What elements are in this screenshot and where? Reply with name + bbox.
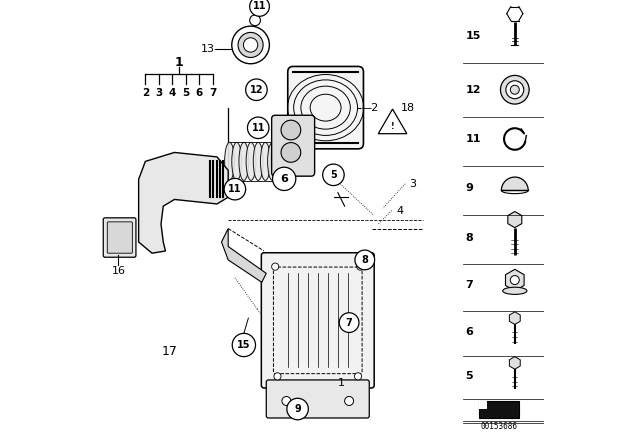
Ellipse shape [225, 142, 234, 181]
Text: 4: 4 [396, 206, 403, 215]
Text: 7: 7 [465, 280, 474, 289]
Text: —2: —2 [360, 103, 378, 112]
Text: 8: 8 [465, 233, 474, 242]
Circle shape [510, 276, 519, 284]
Circle shape [274, 373, 281, 380]
Circle shape [344, 396, 353, 405]
Text: 18: 18 [401, 103, 415, 112]
Text: !: ! [391, 122, 394, 131]
Text: 1: 1 [338, 378, 345, 388]
FancyBboxPatch shape [266, 380, 369, 418]
Circle shape [243, 38, 258, 52]
FancyBboxPatch shape [479, 401, 486, 409]
Polygon shape [221, 228, 266, 282]
FancyBboxPatch shape [261, 253, 374, 388]
FancyBboxPatch shape [108, 222, 132, 253]
Circle shape [232, 26, 269, 64]
Text: 14: 14 [147, 159, 162, 172]
Circle shape [224, 178, 246, 200]
Text: 8: 8 [362, 255, 368, 265]
Text: 2: 2 [141, 88, 149, 98]
Text: 4: 4 [168, 88, 176, 98]
Text: 12: 12 [465, 85, 481, 95]
Ellipse shape [268, 142, 278, 181]
Circle shape [273, 167, 296, 190]
Circle shape [246, 79, 267, 100]
Text: 5: 5 [465, 371, 473, 381]
Text: 11: 11 [252, 123, 265, 133]
Ellipse shape [502, 287, 527, 294]
FancyBboxPatch shape [103, 218, 136, 257]
Text: 11: 11 [465, 134, 481, 144]
Text: 5: 5 [182, 88, 189, 98]
Text: 16: 16 [111, 266, 125, 276]
Text: 6: 6 [465, 327, 474, 336]
Ellipse shape [232, 142, 242, 181]
Text: 15: 15 [237, 340, 251, 350]
Circle shape [323, 164, 344, 185]
Text: 7: 7 [209, 88, 216, 98]
Ellipse shape [246, 142, 256, 181]
Circle shape [355, 250, 374, 270]
Text: 6: 6 [195, 88, 203, 98]
Circle shape [238, 32, 263, 57]
Text: 3: 3 [410, 179, 417, 189]
Text: 12: 12 [250, 85, 263, 95]
Circle shape [281, 120, 301, 140]
Text: 9: 9 [465, 183, 474, 193]
FancyBboxPatch shape [479, 401, 519, 418]
Text: 10: 10 [217, 179, 231, 189]
Circle shape [339, 313, 359, 332]
Text: 1: 1 [175, 56, 183, 69]
Circle shape [356, 263, 364, 270]
Ellipse shape [253, 142, 263, 181]
Circle shape [510, 85, 519, 94]
Text: 9: 9 [294, 404, 301, 414]
Wedge shape [501, 177, 528, 190]
Text: 15: 15 [465, 31, 481, 41]
Circle shape [250, 0, 269, 16]
Polygon shape [479, 401, 487, 408]
Text: 5: 5 [330, 170, 337, 180]
Circle shape [232, 333, 255, 357]
Text: 00153686: 00153686 [481, 422, 518, 431]
Circle shape [248, 117, 269, 138]
Circle shape [500, 75, 529, 104]
Circle shape [250, 15, 260, 26]
FancyBboxPatch shape [271, 115, 315, 176]
Text: 17: 17 [162, 345, 178, 358]
Circle shape [287, 398, 308, 420]
FancyBboxPatch shape [288, 66, 364, 149]
Circle shape [355, 373, 362, 380]
Text: 11: 11 [228, 184, 242, 194]
Circle shape [282, 396, 291, 405]
Polygon shape [378, 109, 407, 134]
Circle shape [281, 142, 301, 162]
Text: 6: 6 [280, 174, 288, 184]
Ellipse shape [260, 142, 270, 181]
Circle shape [506, 81, 524, 99]
Text: 13–: 13– [202, 44, 221, 54]
Text: 7: 7 [346, 318, 353, 327]
Ellipse shape [239, 142, 249, 181]
Ellipse shape [275, 142, 285, 181]
Polygon shape [139, 152, 228, 253]
Text: 3: 3 [155, 88, 163, 98]
Circle shape [271, 263, 279, 270]
Text: 11: 11 [253, 1, 266, 12]
